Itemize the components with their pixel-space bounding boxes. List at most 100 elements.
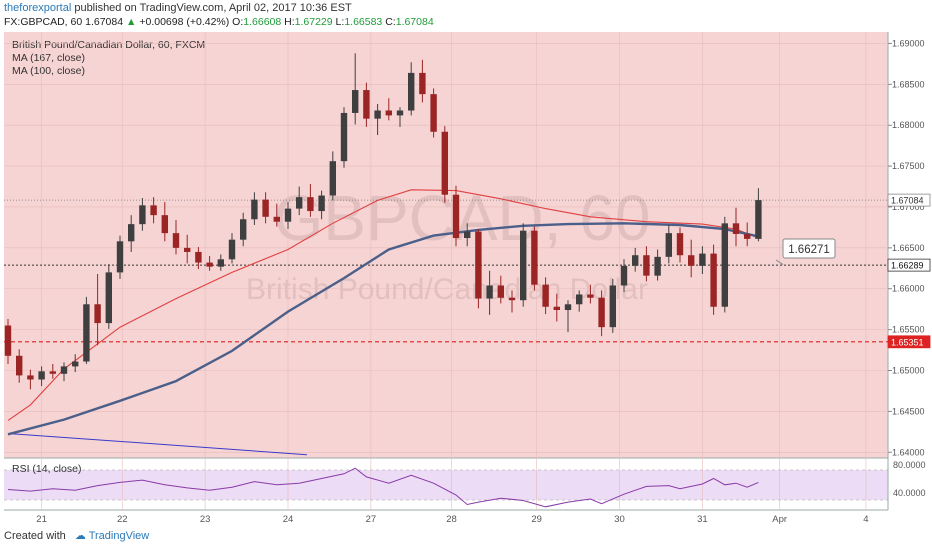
tradingview-link[interactable]: TradingView bbox=[88, 530, 150, 542]
rsi-label: RSI (14, close) bbox=[12, 463, 81, 475]
levels-layer bbox=[4, 199, 888, 456]
price-label-text: 1.67084 bbox=[891, 196, 924, 206]
x-tick-label: 31 bbox=[697, 514, 708, 525]
candle-body bbox=[430, 94, 437, 132]
candle-body bbox=[676, 233, 684, 256]
candle-body bbox=[273, 216, 280, 222]
candle-body bbox=[49, 371, 56, 374]
candle-body bbox=[531, 230, 538, 285]
x-tick-label: 28 bbox=[446, 514, 457, 525]
publish-info: theforexportal published on TradingView.… bbox=[4, 2, 352, 14]
created-with-text: Created with bbox=[4, 530, 66, 542]
grid-layer bbox=[4, 32, 888, 510]
candle-body bbox=[83, 304, 90, 362]
candle-body bbox=[699, 253, 706, 266]
candle-body bbox=[486, 285, 493, 299]
legend-ma-100: MA (100, close) bbox=[12, 65, 85, 77]
moving-averages-layer bbox=[7, 189, 759, 436]
candle-body bbox=[744, 233, 751, 239]
candle-body bbox=[587, 294, 594, 298]
price-panel-bg bbox=[4, 32, 888, 458]
candle-body bbox=[240, 219, 247, 240]
candle-body bbox=[620, 265, 628, 286]
x-tick-label: 29 bbox=[531, 514, 542, 525]
candles-layer bbox=[4, 53, 762, 390]
candle-body bbox=[60, 366, 68, 374]
x-tick-label: 21 bbox=[36, 514, 47, 525]
candle-body bbox=[251, 199, 258, 220]
high-value: 1.67229 bbox=[294, 16, 333, 28]
x-tick-label: 30 bbox=[614, 514, 625, 525]
legend-ma-167: MA (167, close) bbox=[12, 52, 85, 64]
candle-body bbox=[94, 304, 101, 324]
candle-body bbox=[318, 195, 325, 212]
candle-body bbox=[688, 255, 695, 266]
candle-body bbox=[542, 284, 549, 307]
candle-body bbox=[598, 297, 605, 328]
close-value: 1.67084 bbox=[395, 16, 434, 28]
candle-body bbox=[217, 259, 224, 267]
y-tick-label: 1.64500 bbox=[892, 406, 925, 416]
x-tick-label: 22 bbox=[117, 514, 128, 525]
y-tick-label: 1.66500 bbox=[892, 243, 925, 253]
y-tick-label: 1.65500 bbox=[892, 325, 925, 335]
rsi-tick-80: 80.0000 bbox=[893, 460, 926, 470]
watermark-symbol: GBPCAD, 60 bbox=[273, 182, 650, 254]
candle-body bbox=[408, 72, 415, 111]
y-tick-label: 1.68500 bbox=[892, 79, 925, 89]
candle-body bbox=[576, 294, 583, 305]
candle-body bbox=[139, 205, 146, 225]
x-tick-label: 27 bbox=[366, 514, 377, 525]
candle-body bbox=[632, 255, 639, 266]
y-tick-label: 1.66000 bbox=[892, 284, 925, 294]
price-label-box bbox=[887, 335, 931, 349]
candle-body bbox=[396, 110, 404, 116]
candle-body bbox=[72, 361, 79, 367]
candle-body bbox=[27, 375, 34, 380]
rsi-band bbox=[4, 470, 888, 500]
price-label-text: 1.66289 bbox=[891, 261, 924, 271]
y-tick-label: 1.67000 bbox=[892, 202, 925, 212]
candle-body bbox=[340, 112, 348, 162]
change-value: +0.00698 (+0.42%) bbox=[139, 16, 230, 28]
callout-layer[interactable]: 1.66271 bbox=[775, 238, 836, 266]
candle-body bbox=[116, 241, 124, 273]
rsi-layer bbox=[7, 467, 759, 508]
close-label: C: bbox=[385, 16, 396, 28]
y-tick-label: 1.64000 bbox=[892, 447, 925, 457]
symbol-label: FX:GBPCAD, 60 bbox=[4, 16, 83, 28]
author-link[interactable]: theforexportal bbox=[4, 2, 72, 14]
open-label: O: bbox=[232, 16, 244, 28]
callout-text: 1.66271 bbox=[788, 244, 830, 256]
candle-body bbox=[721, 223, 728, 307]
y-tick-label: 1.67500 bbox=[892, 161, 925, 171]
candle-body bbox=[609, 285, 616, 328]
candle-body bbox=[284, 208, 292, 222]
candle-body bbox=[296, 197, 303, 209]
candle-body bbox=[4, 325, 12, 356]
price-label-text: 1.65351 bbox=[891, 337, 924, 347]
candle-body bbox=[564, 304, 572, 311]
candle-body bbox=[654, 256, 661, 276]
callout-pointer bbox=[775, 259, 784, 266]
candle-body bbox=[464, 231, 471, 239]
candle-body bbox=[206, 262, 213, 267]
candle-body bbox=[262, 199, 269, 217]
axis-layer: 1.69000 1.68500 1.68000 1.67500 1.67000 1.665… bbox=[36, 38, 931, 525]
candle-body bbox=[195, 251, 202, 263]
candle-body bbox=[755, 200, 762, 239]
change-up-icon: ▲ bbox=[126, 16, 137, 28]
y-tick-label: 1.69000 bbox=[892, 38, 925, 48]
y-tick-label: 1.68000 bbox=[892, 120, 925, 130]
candle-body bbox=[329, 161, 336, 196]
candle-body bbox=[105, 272, 112, 324]
footer: Created with ☁ TradingView bbox=[4, 529, 149, 547]
rsi-line bbox=[7, 467, 759, 508]
ma-100-line bbox=[7, 222, 759, 436]
candle-body bbox=[475, 231, 482, 299]
candle-body bbox=[363, 90, 370, 119]
candle-body bbox=[419, 72, 426, 95]
low-label: L: bbox=[335, 16, 345, 28]
open-value: 1.66608 bbox=[243, 16, 282, 28]
